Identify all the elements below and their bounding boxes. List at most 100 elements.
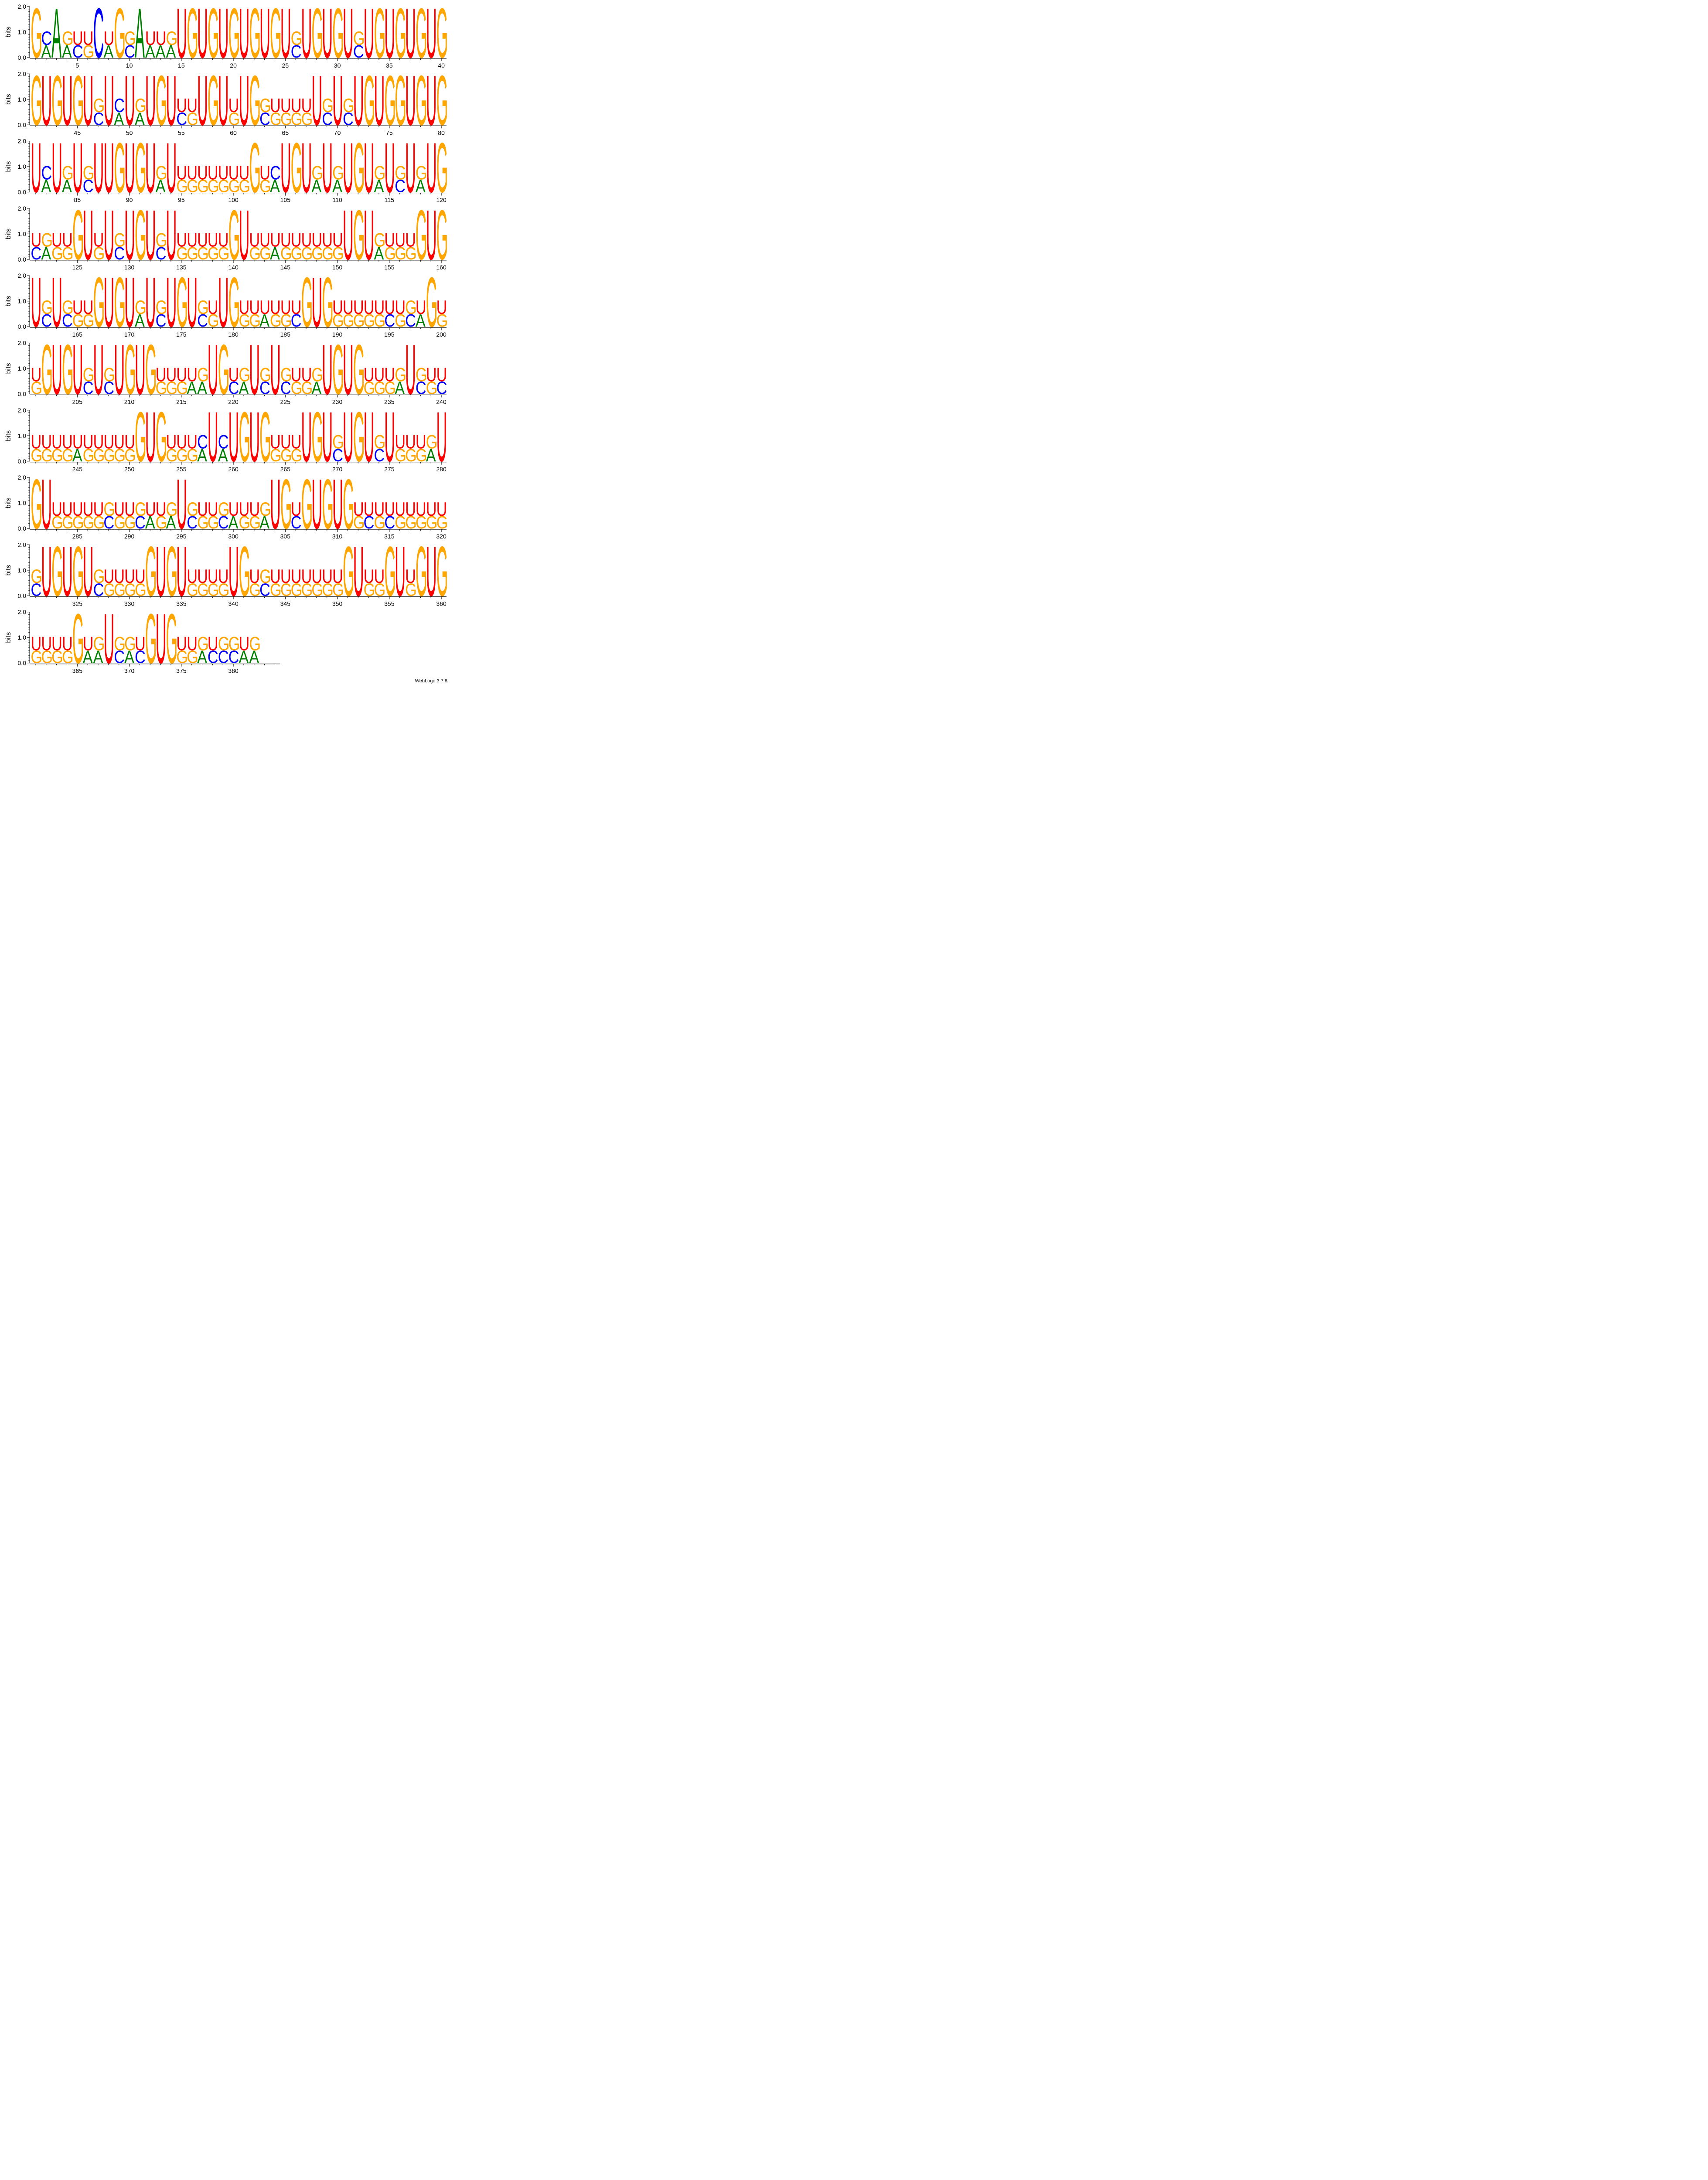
logo-letter-G: G [395, 512, 406, 532]
logo-letter-U: U [51, 128, 62, 207]
x-tick-label: 315 [384, 533, 395, 540]
logo-letter-G: G [83, 162, 95, 184]
x-tick-label: 40 [438, 62, 445, 69]
logo-letter-U: U [291, 431, 302, 453]
logo-letter-U: U [322, 128, 333, 207]
logo-letter-U: U [145, 61, 156, 140]
logo-letter-C: C [291, 41, 302, 61]
logo-letter-G: G [353, 397, 365, 476]
logo-letter-G: G [280, 464, 292, 543]
logo-letter-G: G [166, 499, 178, 520]
logo-letter-A: A [228, 512, 239, 532]
x-tick-label: 240 [436, 399, 447, 405]
y-tick-label: 0.0 [18, 592, 27, 599]
logo-letter-U: U [176, 431, 187, 453]
logo-letter-G: G [218, 633, 230, 654]
logo-letter-G: G [301, 580, 313, 600]
logo-letter-U: U [239, 162, 249, 184]
logo-letter-U: U [31, 431, 41, 453]
x-tick-label: 140 [228, 264, 239, 271]
x-tick-label: 370 [124, 668, 135, 674]
logo-letter-U: U [322, 229, 333, 251]
x-tick-label: 340 [228, 600, 239, 607]
logo-letter-G: G [311, 364, 323, 385]
logo-letter-G: G [353, 128, 365, 207]
logo-letter-C: C [291, 512, 302, 532]
x-tick-label: 105 [280, 197, 291, 204]
logo-letter-G: G [31, 566, 42, 587]
logo-letter-G: G [31, 378, 42, 398]
logo-letter-G: G [62, 512, 74, 532]
logo-letter-C: C [259, 378, 270, 398]
logo-letter-U: U [31, 229, 41, 251]
logo-letter-U: U [218, 263, 229, 342]
logo-letter-G: G [395, 61, 406, 140]
logo-letter-U: U [124, 499, 135, 520]
logo-letter-U: U [41, 532, 52, 611]
logo-letter-G: G [270, 0, 282, 73]
logo-letter-G: G [135, 195, 147, 274]
logo-letter-G: G [187, 176, 198, 196]
logo-letter-U: U [416, 297, 426, 318]
logo-letter-G: G [384, 243, 396, 263]
logo-letter-C: C [384, 310, 395, 330]
logo-letter-U: U [332, 61, 343, 140]
y-tick-label: 2.0 [18, 272, 27, 279]
x-tick-label: 375 [176, 668, 187, 674]
logo-letter-G: G [228, 109, 240, 129]
x-tick-label: 110 [332, 197, 342, 204]
logo-letter-U: U [436, 297, 447, 318]
logo-letter-G: G [249, 580, 261, 600]
logo-letter-G: G [124, 633, 136, 654]
logo-letter-U: U [166, 195, 177, 274]
logo-letter-G: G [62, 243, 74, 263]
x-tick-label: 195 [384, 331, 395, 338]
logo-letter-G: G [156, 61, 167, 140]
x-tick-label: 145 [280, 264, 291, 271]
x-tick-label: 355 [384, 600, 395, 607]
logo-letter-U: U [72, 499, 83, 520]
logo-letter-G: G [405, 445, 417, 465]
y-axis-label: bits [5, 565, 12, 576]
logo-letter-G: G [395, 243, 406, 263]
logo-letter-G: G [41, 330, 53, 409]
logo-letter-C: C [41, 27, 52, 49]
x-tick-label: 190 [332, 331, 343, 338]
x-tick-label: 180 [228, 331, 239, 338]
x-tick-label: 100 [228, 197, 239, 204]
logo-letter-C: C [405, 310, 416, 330]
x-tick-label: 230 [332, 399, 343, 405]
logo-letter-C: C [322, 109, 333, 129]
logo-letter-G: G [218, 330, 230, 409]
x-tick-label: 285 [72, 533, 83, 540]
logo-letter-U: U [249, 566, 260, 587]
logo-letter-G: G [405, 297, 417, 318]
logo-letter-G: G [218, 243, 230, 263]
logo-letter-A: A [145, 512, 156, 532]
logo-letter-G: G [270, 580, 282, 600]
x-tick-label: 15 [178, 62, 185, 69]
y-tick-label: 1.0 [18, 567, 27, 574]
logo-letter-C: C [114, 243, 125, 263]
logo-letter-G: G [93, 445, 105, 465]
logo-letter-C: C [103, 512, 114, 532]
x-tick-label: 160 [436, 264, 447, 271]
logo-letter-U: U [208, 162, 218, 184]
x-tick-label: 215 [176, 399, 187, 405]
logo-letter-U: U [166, 431, 177, 453]
logo-letter-G: G [187, 243, 198, 263]
logo-letter-G: G [259, 397, 271, 476]
logo-letter-G: G [384, 61, 396, 140]
logo-letter-U: U [228, 499, 239, 520]
logo-letter-U: U [436, 364, 447, 385]
logo-letter-G: G [259, 176, 271, 196]
logo-letter-U: U [156, 364, 167, 385]
y-tick-label: 0.0 [18, 256, 27, 263]
x-tick-label: 270 [332, 466, 343, 473]
logo-letter-U: U [343, 128, 354, 207]
logo-letter-U: U [270, 297, 281, 318]
logo-letter-U: U [405, 566, 416, 587]
logo-letter-U: U [280, 566, 291, 587]
logo-letter-C: C [156, 243, 167, 263]
logo-letter-G: G [322, 580, 334, 600]
